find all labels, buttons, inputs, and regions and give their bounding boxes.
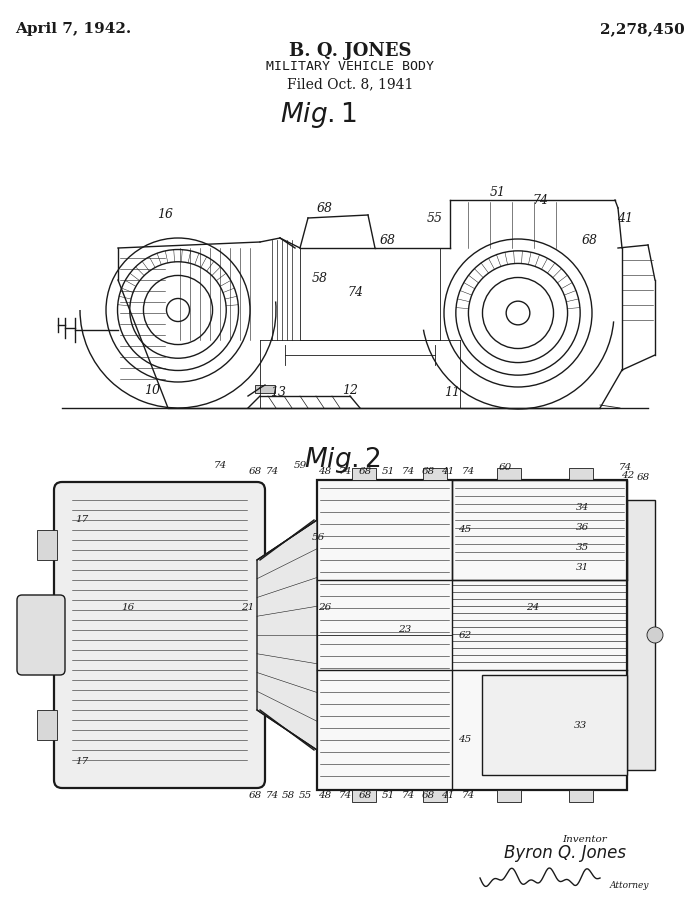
Text: 55: 55 <box>427 212 443 224</box>
Text: 12: 12 <box>342 383 358 397</box>
Text: 68: 68 <box>317 202 333 214</box>
Text: 74: 74 <box>401 790 414 799</box>
Text: April 7, 1942.: April 7, 1942. <box>15 22 132 36</box>
Text: 41: 41 <box>442 790 454 799</box>
Text: $\mathit{Mig.2}$: $\mathit{Mig.2}$ <box>304 445 380 475</box>
Text: 74: 74 <box>338 790 351 799</box>
Text: 13: 13 <box>270 385 286 399</box>
Text: Attorney: Attorney <box>610 881 650 890</box>
Text: 74: 74 <box>338 467 351 476</box>
Text: 68: 68 <box>248 467 262 476</box>
Bar <box>317 480 627 790</box>
Text: Inventor: Inventor <box>563 835 608 844</box>
Text: 74: 74 <box>265 790 279 799</box>
Bar <box>568 790 592 802</box>
Text: 48: 48 <box>318 467 332 476</box>
Bar <box>37 710 57 740</box>
Text: B. Q. JONES: B. Q. JONES <box>288 42 412 60</box>
Bar <box>497 468 522 480</box>
Text: 34: 34 <box>575 503 589 512</box>
Text: 48: 48 <box>318 790 332 799</box>
Text: 17: 17 <box>76 516 89 525</box>
Bar <box>568 468 592 480</box>
Text: 21: 21 <box>241 602 255 611</box>
Text: 68: 68 <box>380 233 396 247</box>
Text: 68: 68 <box>358 467 372 476</box>
Text: 68: 68 <box>636 473 650 482</box>
Text: 24: 24 <box>526 602 540 611</box>
Text: 2,278,450: 2,278,450 <box>601 22 685 36</box>
Text: 74: 74 <box>461 790 475 799</box>
Text: MILITARY VEHICLE BODY: MILITARY VEHICLE BODY <box>266 60 434 73</box>
Text: 68: 68 <box>582 233 598 247</box>
Text: 51: 51 <box>382 467 395 476</box>
Text: 74: 74 <box>618 464 631 472</box>
Text: 74: 74 <box>401 467 414 476</box>
Text: 41: 41 <box>442 467 454 476</box>
Text: 11: 11 <box>444 386 460 400</box>
Bar <box>423 468 447 480</box>
Text: 51: 51 <box>382 790 395 799</box>
Text: 17: 17 <box>76 758 89 767</box>
Text: 74: 74 <box>214 462 227 471</box>
Bar <box>627 500 655 770</box>
Text: 58: 58 <box>281 790 295 799</box>
Text: 23: 23 <box>398 626 412 634</box>
Text: 36: 36 <box>575 524 589 533</box>
FancyBboxPatch shape <box>17 595 65 675</box>
Circle shape <box>647 627 663 643</box>
Text: 16: 16 <box>121 602 134 611</box>
Text: 58: 58 <box>312 272 328 284</box>
Text: 26: 26 <box>318 602 332 611</box>
Text: 68: 68 <box>358 790 372 799</box>
Bar <box>37 530 57 560</box>
Text: $\mathit{Mig.1}$: $\mathit{Mig.1}$ <box>279 100 356 130</box>
Text: 74: 74 <box>347 286 363 300</box>
Text: 74: 74 <box>461 467 475 476</box>
Text: 68: 68 <box>248 790 262 799</box>
Text: 59: 59 <box>293 462 307 471</box>
FancyBboxPatch shape <box>54 482 265 788</box>
Text: 60: 60 <box>498 464 512 472</box>
Bar <box>423 790 447 802</box>
Bar <box>351 468 375 480</box>
Text: 56: 56 <box>312 533 325 542</box>
Text: 16: 16 <box>157 209 173 221</box>
Text: 31: 31 <box>575 562 589 572</box>
Text: 45: 45 <box>458 735 472 744</box>
Text: 10: 10 <box>144 383 160 397</box>
Text: 42: 42 <box>622 471 635 480</box>
Bar <box>255 385 275 393</box>
Bar <box>482 675 627 775</box>
Bar <box>452 480 627 580</box>
Text: 68: 68 <box>421 790 435 799</box>
Text: 35: 35 <box>575 544 589 553</box>
Text: 45: 45 <box>458 526 472 535</box>
Text: Byron Q. Jones: Byron Q. Jones <box>504 844 626 862</box>
Polygon shape <box>257 520 317 750</box>
Text: 74: 74 <box>265 467 279 476</box>
Text: 74: 74 <box>532 194 548 206</box>
Text: Filed Oct. 8, 1941: Filed Oct. 8, 1941 <box>287 77 413 91</box>
Bar <box>351 790 375 802</box>
Text: 41: 41 <box>617 212 633 224</box>
Text: 68: 68 <box>421 467 435 476</box>
Text: 51: 51 <box>490 185 506 199</box>
Text: 33: 33 <box>573 721 587 730</box>
Bar <box>497 790 522 802</box>
Text: 55: 55 <box>298 790 312 799</box>
Text: 62: 62 <box>458 631 472 640</box>
